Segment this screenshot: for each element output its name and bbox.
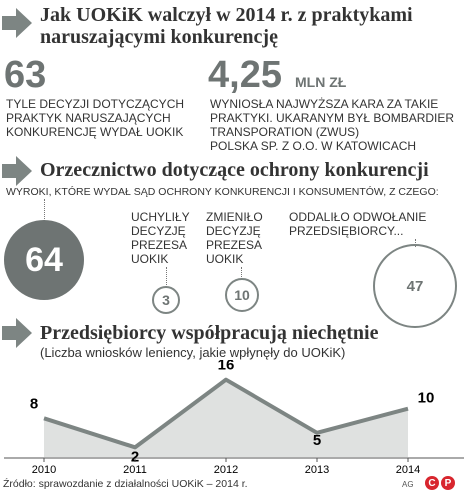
item2-connector — [241, 267, 242, 279]
chart-series-line — [43, 377, 409, 450]
circle-p-logo: P — [441, 476, 455, 490]
item2-value: 10 — [234, 287, 250, 303]
section1-title-line2: naruszającymi konkurencję — [40, 26, 278, 48]
source-note: Źródło: sprawozdanie z działalności UOKi… — [3, 478, 248, 490]
item2-circle: 10 — [225, 278, 259, 312]
stat2-desc-line4: POLSKA SP. Z O.O. W KATOWICACH — [210, 139, 417, 153]
section3-title: Przedsiębiorcy współpracują niechętnie — [40, 322, 379, 344]
arrow-right-icon — [2, 156, 32, 186]
logo-letter-p: P — [444, 477, 452, 489]
section3-subtitle: (Liczba wniosków leniency, jakie wpłynęł… — [40, 345, 346, 360]
stat2-value: 4,25 — [208, 54, 282, 96]
item2-line3: PREZESA — [206, 238, 263, 252]
item1-line1: UCHYLIŁY — [131, 210, 190, 224]
arrow-right-icon — [2, 318, 32, 348]
stat2-unit: MLN ZŁ — [295, 74, 347, 90]
item1-line3: PREZESA — [131, 238, 188, 252]
chart-data-label: 2 — [131, 448, 139, 465]
stat2-desc-line3: TRANSPORATION (ZWUS) — [210, 125, 360, 139]
chart-data-label: 8 — [30, 395, 38, 412]
item1-connector — [166, 267, 167, 287]
chart-data-label: 5 — [313, 432, 321, 449]
stat1-desc-line3: KONKURENCJĘ WYDAŁ UOKIK — [6, 125, 184, 139]
chart-data-label: 16 — [218, 360, 235, 374]
stat1-desc-line1: TYLE DECYZJI DOTYCZĄCYCH — [6, 97, 185, 111]
item3-value: 47 — [406, 277, 424, 295]
item3-connector — [415, 239, 416, 247]
stat1-value: 63 — [4, 54, 47, 96]
chart-data-label: 10 — [418, 390, 435, 407]
stat2-desc-line2: PRAKTYKI. UKARANYM BYŁ BOMBARDIER — [210, 111, 455, 125]
arrow-right-icon — [2, 8, 32, 38]
chart-x-tick-label: 2012 — [214, 464, 238, 476]
item1-value: 3 — [162, 292, 170, 308]
connector-line — [44, 199, 45, 221]
author-initials: AG — [402, 480, 414, 489]
section2-subtitle: WYROKI, KTÓRE WYDAŁ SĄD OCHRONY KONKUREN… — [6, 186, 439, 198]
item2-line2: DECYZJĘ — [206, 224, 261, 238]
item2-line1: ZMIENIŁO — [206, 210, 263, 224]
circle-c-logo: C — [425, 476, 439, 490]
stat1-desc-line2: PRAKTYK NARUSZAJĄCYCH — [6, 111, 171, 125]
logo-letter-c: C — [428, 477, 436, 489]
item3-circle: 47 — [373, 244, 457, 328]
item3-line2: PRZEDSIĘBIORCY... — [289, 224, 404, 238]
stat2-desc-line1: WYNIOSŁA NAJWYŻSZA KARA ZA TAKIE — [210, 97, 439, 111]
item2-line4: UOKIK — [206, 252, 244, 266]
chart-x-tick-label: 2011 — [123, 464, 147, 476]
section2-title: Orzecznictwo dotyczące ochrony konkurenc… — [40, 159, 429, 181]
chart-x-tick-label: 2013 — [305, 464, 329, 476]
item3-line1: ODDALIŁO ODWOŁANIE — [289, 210, 427, 224]
total-value: 64 — [25, 240, 63, 279]
item1-line2: DECYZJĘ — [131, 224, 186, 238]
item1-circle: 3 — [152, 286, 180, 314]
chart-x-tick-label: 2010 — [32, 464, 56, 476]
chart-area-fill — [44, 379, 408, 457]
chart-x-tick-label: 2014 — [396, 464, 420, 476]
section1-title-line1: Jak UOKiK walczył w 2014 r. z praktykami — [40, 4, 413, 26]
item1-line4: UOKIK — [131, 252, 169, 266]
total-circle: 64 — [4, 220, 84, 300]
